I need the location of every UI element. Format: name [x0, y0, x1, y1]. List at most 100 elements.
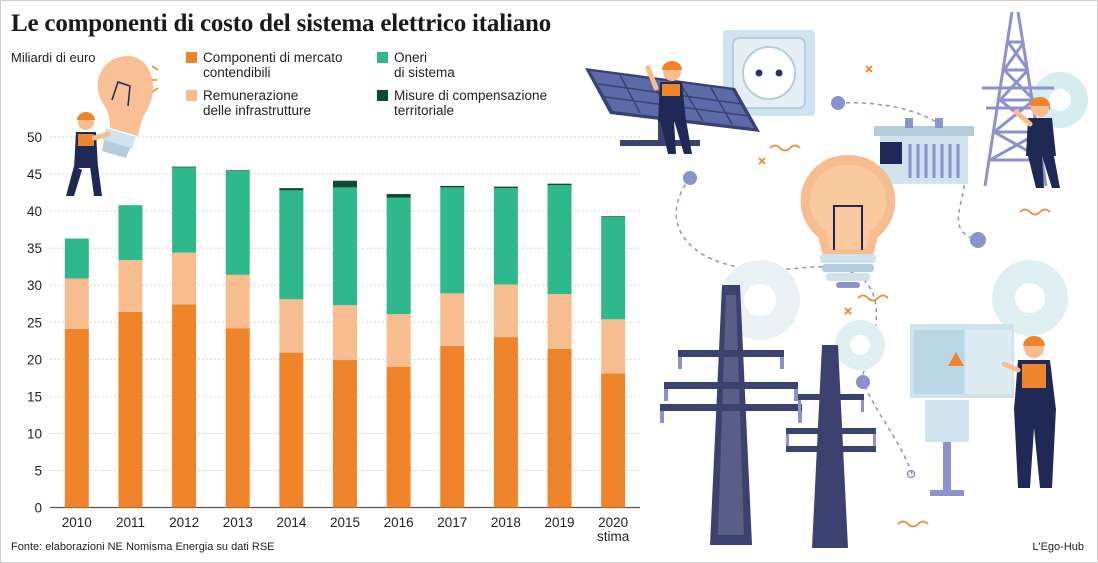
bar-segment-oneri — [118, 205, 143, 261]
legend-label-line: Misure di compensazione — [394, 88, 548, 103]
y-tick-label: 40 — [27, 204, 42, 219]
legend-item-infrastrutture: Remunerazione delle infrastrutture — [186, 88, 311, 118]
legend-label-line: delle infrastrutture — [203, 103, 312, 118]
bar-segment-mercato — [118, 311, 143, 508]
y-tick-label: 50 — [27, 130, 42, 145]
bar-segment-oneri — [225, 171, 250, 275]
power-socket-icon — [723, 30, 815, 116]
bar-segment-mercato — [279, 352, 304, 508]
bar-segment-infrastrutture — [493, 284, 518, 338]
y-tick-label: 10 — [27, 426, 42, 441]
bar-segment-compensazione — [386, 194, 411, 198]
x-tick-label: 2017 — [437, 515, 467, 530]
legend-item-mercato: Componenti di mercato contendibili — [186, 50, 343, 80]
legend-label-line: di sistema — [394, 65, 455, 80]
bar-segment-compensazione — [440, 185, 465, 188]
legend-swatch — [377, 90, 388, 101]
bar-segment-infrastrutture — [225, 274, 250, 329]
bar-segment-compensazione — [493, 186, 518, 189]
bar-segment-compensazione — [333, 180, 357, 188]
bar-segment-oneri — [386, 197, 411, 315]
gear-icon — [835, 320, 885, 370]
legend-item-oneri: Oneri di sistema — [377, 50, 455, 80]
x-tick-label: 2016 — [384, 515, 414, 530]
electrical-cabinet-icon — [910, 324, 1014, 496]
bar-segment-oneri — [64, 238, 89, 279]
electrician-worker-icon — [1013, 97, 1060, 188]
electricity-pylon-icon — [660, 285, 802, 545]
bar-segment-compensazione — [547, 183, 572, 186]
x-tick-label: 2011 — [116, 515, 145, 530]
y-tick-label: 0 — [34, 501, 42, 516]
bar-segment-compensazione — [279, 188, 304, 191]
bar-segment-oneri — [440, 187, 465, 294]
legend-item-compensazione: Misure di compensazione territoriale — [377, 88, 547, 118]
bar-segment-mercato — [225, 328, 250, 508]
credit: L'Ego-Hub — [1032, 541, 1084, 553]
x-tick-label: 2010 — [62, 515, 92, 530]
x-tick-label: 2014 — [276, 515, 307, 530]
legend-swatch — [186, 52, 197, 63]
legend-swatch — [377, 52, 388, 63]
bar-segment-infrastrutture — [172, 252, 197, 305]
illustration — [66, 11, 1088, 548]
electrician-worker-icon — [645, 61, 692, 154]
bars — [64, 166, 626, 508]
bar-segment-oneri — [279, 190, 304, 300]
bar-segment-mercato — [64, 328, 89, 508]
bar-segment-infrastrutture — [547, 294, 572, 349]
legend-label-line: territoriale — [394, 103, 455, 118]
bar-segment-infrastrutture — [601, 319, 626, 374]
x-tick-sublabel: stima — [597, 529, 630, 544]
y-tick-label: 15 — [27, 389, 42, 404]
bar-segment-compensazione — [172, 166, 197, 168]
gear-icon — [992, 260, 1068, 336]
bar-segment-oneri — [601, 217, 626, 320]
x-tick-label: 2013 — [223, 515, 253, 530]
legend-label-line: Componenti di mercato — [203, 50, 343, 65]
legend-label-line: contendibili — [203, 65, 271, 80]
x-tick-label: 2015 — [330, 515, 360, 530]
bar-segment-mercato — [601, 373, 626, 508]
bar-segment-infrastrutture — [333, 305, 357, 361]
bar-segment-mercato — [440, 345, 465, 508]
bar-segment-oneri — [172, 167, 197, 253]
y-axis-tick-labels: 0 5 10 15 20 25 30 35 40 45 50 — [27, 130, 42, 516]
light-bulb-icon — [97, 56, 154, 158]
bar-segment-mercato — [172, 304, 197, 508]
bar-segment-mercato — [493, 337, 518, 508]
y-tick-label: 25 — [27, 315, 42, 330]
bar-segment-mercato — [547, 348, 572, 508]
bar-segment-mercato — [333, 360, 357, 508]
bar-segment-infrastrutture — [279, 299, 304, 353]
electrician-worker-icon — [66, 112, 111, 196]
transformer-icon — [874, 118, 974, 184]
y-tick-label: 20 — [27, 352, 42, 367]
x-tick-label: 2012 — [169, 515, 199, 530]
x-tick-label: 2019 — [545, 515, 575, 530]
y-tick-label: 35 — [27, 241, 42, 256]
bar-segment-oneri — [493, 188, 518, 285]
bar-segment-infrastrutture — [118, 260, 143, 312]
x-tick-label: 2020 — [598, 515, 628, 530]
bar-segment-oneri — [333, 187, 357, 306]
source-note: Fonte: elaborazioni NE Nomisma Energia s… — [11, 541, 275, 553]
bar-segment-oneri — [547, 185, 572, 295]
y-tick-label: 45 — [27, 167, 42, 182]
x-axis-tick-labels: 2010 2011 2012 2013 2014 2015 2016 2017 2018 2019… — [62, 515, 630, 544]
light-bulb-icon — [800, 154, 896, 288]
chart-title: Le componenti di costo del sistema elett… — [11, 10, 552, 37]
legend-label-line: Remunerazione — [203, 88, 299, 103]
y-tick-label: 5 — [34, 463, 42, 478]
y-axis-unit-label: Miliardi di euro — [11, 50, 96, 65]
bar-segment-compensazione — [225, 170, 250, 172]
bar-segment-compensazione — [601, 216, 626, 218]
bar-segment-infrastrutture — [440, 293, 465, 346]
electrician-worker-icon — [1001, 336, 1056, 488]
electricity-pylon-icon — [786, 345, 876, 548]
x-tick-label: 2018 — [491, 515, 521, 530]
bar-segment-infrastrutture — [386, 314, 411, 367]
legend-swatch — [186, 90, 197, 101]
bar-segment-infrastrutture — [64, 278, 89, 329]
